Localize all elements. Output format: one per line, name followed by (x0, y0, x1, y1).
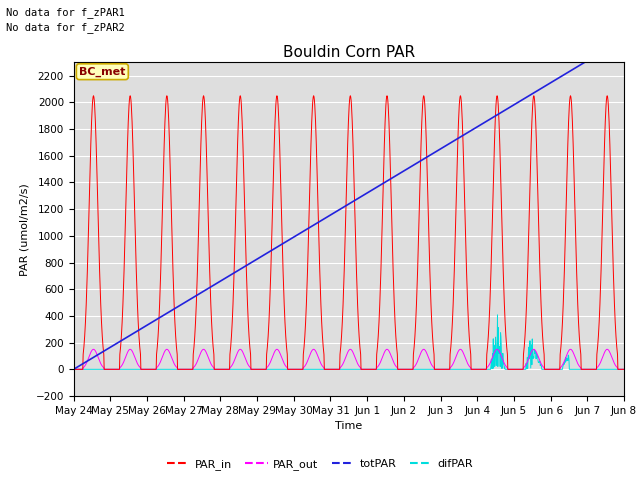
difPAR (340, 366, 348, 372)
totPAR (591, 53, 599, 59)
difPAR (592, 366, 600, 372)
Y-axis label: PAR (umol/m2/s): PAR (umol/m2/s) (20, 183, 30, 276)
totPAR (352, 197, 360, 203)
totPAR (340, 204, 348, 209)
Text: BC_met: BC_met (79, 67, 125, 77)
totPAR (161, 312, 169, 317)
Text: No data for f_zPAR1: No data for f_zPAR1 (6, 7, 125, 18)
PAR_out (70, 366, 77, 372)
Legend: PAR_in, PAR_out, totPAR, difPAR: PAR_in, PAR_out, totPAR, difPAR (163, 455, 477, 474)
PAR_out (352, 357, 360, 363)
PAR_in (341, 241, 349, 247)
PAR_in (352, 255, 360, 261)
Line: PAR_out: PAR_out (74, 349, 640, 369)
difPAR (493, 312, 501, 318)
PAR_in (162, 103, 170, 108)
totPAR (70, 366, 77, 372)
PAR_out (592, 366, 600, 372)
Line: PAR_in: PAR_in (74, 96, 640, 369)
PAR_in (90, 93, 97, 99)
PAR_in (506, 366, 513, 372)
Line: difPAR: difPAR (74, 315, 640, 369)
PAR_out (341, 356, 349, 362)
difPAR (161, 366, 169, 372)
Line: totPAR: totPAR (74, 17, 640, 369)
PAR_in (592, 366, 600, 372)
difPAR (506, 366, 513, 372)
PAR_out (90, 347, 97, 352)
PAR_out (162, 347, 170, 353)
X-axis label: Time: Time (335, 421, 362, 431)
totPAR (506, 105, 513, 110)
difPAR (352, 366, 360, 372)
PAR_out (506, 366, 513, 372)
Text: No data for f_zPAR2: No data for f_zPAR2 (6, 22, 125, 33)
difPAR (70, 366, 77, 372)
PAR_in (70, 366, 77, 372)
Title: Bouldin Corn PAR: Bouldin Corn PAR (283, 45, 415, 60)
